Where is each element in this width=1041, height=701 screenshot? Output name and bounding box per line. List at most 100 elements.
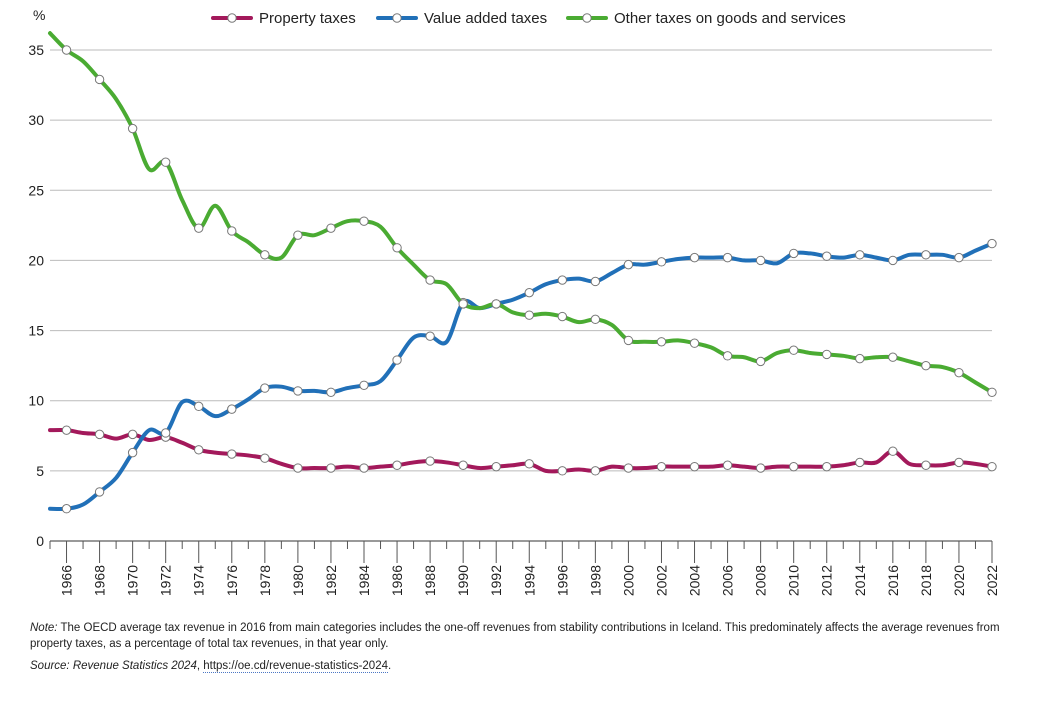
- data-point-other-taxes-on-goods-and-services: [359, 216, 369, 226]
- data-point-property-taxes: [921, 460, 931, 470]
- x-tick-label: 1976: [224, 565, 240, 596]
- data-point-value-added-taxes: [557, 275, 568, 285]
- y-tick-label: 20: [28, 252, 44, 268]
- y-tick-label: 35: [28, 42, 44, 58]
- x-tick-label: 1978: [257, 565, 273, 596]
- data-point-other-taxes-on-goods-and-services: [293, 230, 303, 240]
- data-point-value-added-taxes: [822, 251, 832, 261]
- x-tick-label: 1974: [191, 565, 207, 596]
- legend-label: Property taxes: [259, 10, 356, 27]
- series-lines: [48, 31, 997, 514]
- data-point-value-added-taxes: [127, 447, 138, 458]
- x-tick-label: 1982: [323, 565, 339, 596]
- data-point-value-added-taxes: [722, 252, 733, 263]
- data-point-property-taxes: [623, 463, 634, 473]
- x-tick-label: 2004: [687, 565, 703, 596]
- data-point-property-taxes: [326, 463, 336, 473]
- data-point-property-taxes: [755, 463, 766, 473]
- data-point-other-taxes-on-goods-and-services: [127, 123, 138, 134]
- data-point-value-added-taxes: [689, 252, 700, 263]
- x-tick-label: 1994: [521, 565, 537, 596]
- data-point-property-taxes: [722, 460, 733, 470]
- data-point-value-added-taxes: [888, 255, 898, 266]
- x-tick-label: 1992: [488, 565, 504, 596]
- data-point-other-taxes-on-goods-and-services: [722, 351, 733, 361]
- x-tick-label: 2002: [653, 565, 669, 596]
- data-point-value-added-taxes: [61, 504, 72, 514]
- data-point-value-added-taxes: [921, 250, 931, 260]
- data-point-value-added-taxes: [293, 386, 303, 396]
- y-tick-label: 10: [28, 393, 44, 409]
- legend-marker: [392, 13, 402, 23]
- x-tick-label: 1990: [455, 565, 471, 596]
- data-point-property-taxes: [954, 457, 964, 468]
- data-point-property-taxes: [987, 461, 997, 472]
- data-point-value-added-taxes: [359, 380, 369, 390]
- data-point-other-taxes-on-goods-and-services: [458, 299, 468, 309]
- data-point-value-added-taxes: [260, 383, 270, 393]
- data-point-value-added-taxes: [855, 250, 865, 260]
- x-tick-label: 2000: [620, 565, 636, 596]
- data-point-value-added-taxes: [656, 257, 667, 267]
- x-tick-label: 1998: [587, 565, 603, 596]
- source-label: Source: Revenue Statistics 2024: [30, 660, 197, 672]
- x-tick-label: 1972: [158, 565, 174, 596]
- data-point-other-taxes-on-goods-and-services: [888, 352, 898, 362]
- x-tick-label: 2008: [753, 565, 769, 596]
- source-link[interactable]: https://oe.cd/revenue-statistics-2024: [203, 660, 388, 673]
- data-point-property-taxes: [194, 445, 204, 455]
- data-point-property-taxes: [788, 461, 799, 472]
- data-point-other-taxes-on-goods-and-services: [194, 223, 204, 233]
- data-point-value-added-taxes: [623, 259, 634, 270]
- data-point-other-taxes-on-goods-and-services: [260, 250, 270, 260]
- data-point-other-taxes-on-goods-and-services: [491, 299, 501, 309]
- chart-notes: Note: The OECD average tax revenue in 20…: [30, 620, 1020, 680]
- data-point-property-taxes: [227, 449, 237, 459]
- data-point-property-taxes: [425, 456, 435, 466]
- y-tick-label: 15: [28, 323, 44, 339]
- data-point-value-added-taxes: [590, 276, 601, 287]
- x-tick-label: 2018: [918, 565, 934, 596]
- y-tick-label: 0: [36, 533, 44, 549]
- x-tick-label: 1968: [92, 565, 108, 596]
- data-point-value-added-taxes: [392, 355, 402, 365]
- data-point-property-taxes: [61, 425, 72, 435]
- x-tick-label: 2020: [951, 565, 967, 596]
- data-point-value-added-taxes: [160, 428, 171, 438]
- data-point-value-added-taxes: [326, 387, 336, 397]
- data-point-property-taxes: [127, 429, 138, 440]
- legend-label: Value added taxes: [424, 10, 547, 27]
- data-point-other-taxes-on-goods-and-services: [921, 360, 931, 371]
- data-point-other-taxes-on-goods-and-services: [954, 367, 964, 378]
- x-tick-label: 1984: [356, 565, 372, 596]
- x-tick-label: 2022: [984, 565, 1000, 596]
- data-point-other-taxes-on-goods-and-services: [94, 74, 105, 85]
- data-point-property-taxes: [524, 459, 534, 469]
- data-point-other-taxes-on-goods-and-services: [227, 226, 237, 236]
- data-point-other-taxes-on-goods-and-services: [987, 387, 997, 397]
- y-tick-label: 30: [28, 112, 44, 128]
- x-tick-label: 2014: [852, 565, 868, 596]
- data-point-other-taxes-on-goods-and-services: [855, 353, 865, 364]
- data-point-property-taxes: [557, 466, 568, 476]
- data-point-property-taxes: [491, 461, 501, 472]
- x-tick-label: 2016: [885, 565, 901, 596]
- axes: 0 5 10 15 20 25 30 35 1966 1968 1970 1972 1974 1976 19…: [28, 42, 1000, 596]
- gridlines: [50, 49, 992, 472]
- x-tick-label: 2012: [819, 565, 835, 596]
- source-end: .: [388, 660, 392, 672]
- data-point-value-added-taxes: [227, 404, 237, 414]
- data-point-property-taxes: [359, 463, 369, 473]
- source-separator: ,: [196, 660, 204, 672]
- data-point-value-added-taxes: [425, 331, 435, 341]
- x-tick-label: 2010: [786, 565, 802, 596]
- data-point-other-taxes-on-goods-and-services: [590, 314, 601, 325]
- x-tick-label: 1996: [554, 565, 570, 596]
- data-point-property-taxes: [293, 463, 303, 473]
- y-tick-label: 25: [28, 182, 44, 198]
- y-tick-label: 5: [36, 463, 44, 479]
- series-line-property-taxes: [48, 427, 994, 474]
- data-point-value-added-taxes: [194, 401, 204, 412]
- note-text: The OECD average tax revenue in 2016 fro…: [30, 622, 1000, 650]
- data-point-property-taxes: [590, 466, 601, 476]
